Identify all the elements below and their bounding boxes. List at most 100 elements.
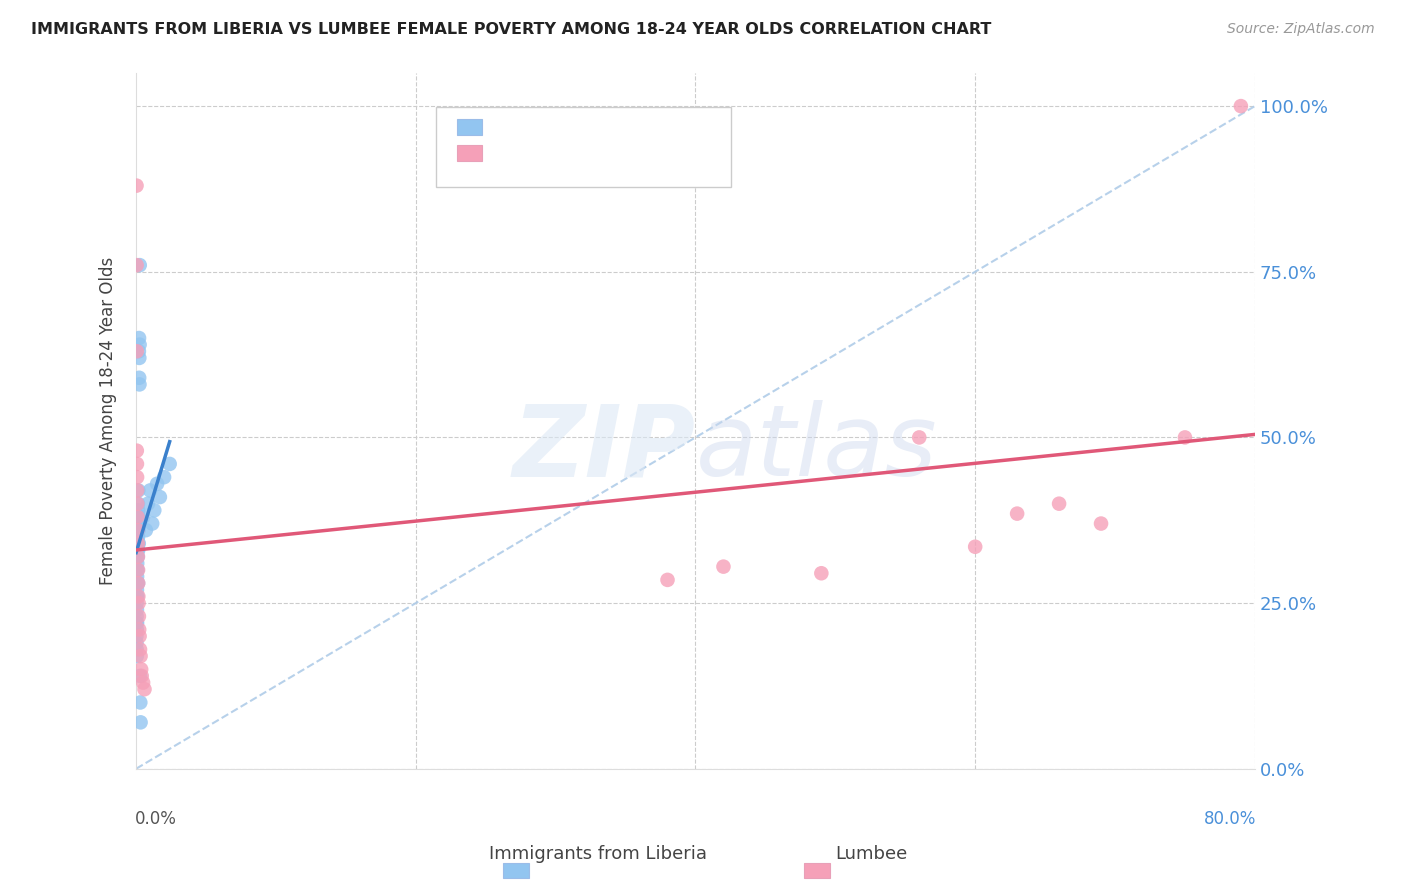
Point: [1047, 497, 1070, 511]
Point: [134, 682, 156, 697]
Point: [127, 543, 149, 558]
Point: [127, 576, 149, 591]
Point: [125, 642, 148, 657]
Point: [127, 615, 149, 630]
Point: [128, 536, 150, 550]
Point: [128, 523, 150, 537]
Point: [128, 258, 150, 272]
Point: [127, 516, 149, 531]
Point: [136, 497, 159, 511]
Point: [127, 536, 149, 550]
Point: [127, 530, 149, 544]
Point: [129, 715, 152, 730]
Point: [129, 669, 152, 683]
Point: [127, 470, 149, 484]
Point: [127, 549, 149, 564]
Point: [139, 483, 162, 498]
Text: Source: ZipAtlas.com: Source: ZipAtlas.com: [1227, 22, 1375, 37]
Point: [1005, 507, 1028, 521]
Point: [135, 523, 157, 537]
Point: [129, 662, 152, 676]
Point: [127, 549, 149, 564]
Y-axis label: Female Poverty Among 18-24 Year Olds: Female Poverty Among 18-24 Year Olds: [100, 257, 117, 585]
Point: [128, 331, 150, 345]
Point: [125, 563, 148, 577]
Point: [125, 178, 148, 193]
Point: [125, 344, 148, 359]
Point: [127, 576, 149, 591]
Point: [128, 377, 150, 392]
Text: R =: R =: [489, 149, 529, 167]
Text: N =: N =: [588, 149, 640, 167]
Text: 80.0%: 80.0%: [1204, 811, 1256, 829]
Point: [127, 590, 149, 604]
Point: [153, 470, 176, 484]
Point: [125, 590, 148, 604]
Point: [127, 483, 149, 498]
Point: [125, 582, 148, 597]
Point: [125, 443, 148, 458]
Point: [159, 457, 181, 471]
Point: [128, 337, 150, 351]
Point: [128, 609, 150, 624]
Text: 0.361: 0.361: [529, 149, 585, 167]
Point: [127, 563, 149, 577]
Point: [127, 510, 149, 524]
Point: [127, 510, 149, 524]
Point: [125, 615, 148, 630]
Point: [127, 510, 149, 524]
Point: [127, 557, 149, 571]
Point: [713, 559, 735, 574]
Point: [908, 430, 931, 444]
Point: [128, 629, 150, 643]
Point: [127, 503, 149, 517]
Point: [127, 523, 149, 537]
Point: [132, 510, 155, 524]
Point: [127, 530, 149, 544]
Point: [129, 649, 152, 664]
Point: [141, 516, 163, 531]
Point: [127, 523, 149, 537]
Point: [125, 636, 148, 650]
Point: [127, 569, 149, 583]
Point: [127, 543, 149, 558]
Text: 0.0%: 0.0%: [135, 811, 177, 829]
Point: [125, 649, 148, 664]
Point: [146, 476, 169, 491]
Point: [127, 516, 149, 531]
Point: [129, 642, 152, 657]
Point: [125, 623, 148, 637]
Point: [125, 258, 148, 272]
Text: R =: R =: [489, 122, 529, 140]
Point: [965, 540, 987, 554]
Point: [1090, 516, 1112, 531]
Point: [132, 675, 155, 690]
Point: [127, 523, 149, 537]
Point: [128, 596, 150, 610]
Point: [127, 549, 149, 564]
Point: [127, 497, 149, 511]
Point: [127, 576, 149, 591]
Text: 0.296: 0.296: [529, 122, 585, 140]
Text: Immigrants from Liberia: Immigrants from Liberia: [488, 846, 707, 863]
Point: [657, 573, 679, 587]
Point: [127, 563, 149, 577]
Point: [125, 576, 148, 591]
Point: [128, 351, 150, 365]
Point: [131, 669, 153, 683]
Text: Lumbee: Lumbee: [835, 846, 908, 863]
Point: [810, 566, 832, 581]
Point: [129, 696, 152, 710]
Point: [143, 503, 166, 517]
Point: [125, 609, 148, 624]
Point: [127, 536, 149, 550]
Point: [125, 596, 148, 610]
Point: [125, 603, 148, 617]
Point: [125, 629, 148, 643]
Point: [128, 344, 150, 359]
Point: [127, 497, 149, 511]
Text: atlas: atlas: [696, 401, 938, 497]
Text: 35: 35: [630, 149, 655, 167]
Point: [149, 490, 172, 504]
Text: 60: 60: [630, 122, 655, 140]
